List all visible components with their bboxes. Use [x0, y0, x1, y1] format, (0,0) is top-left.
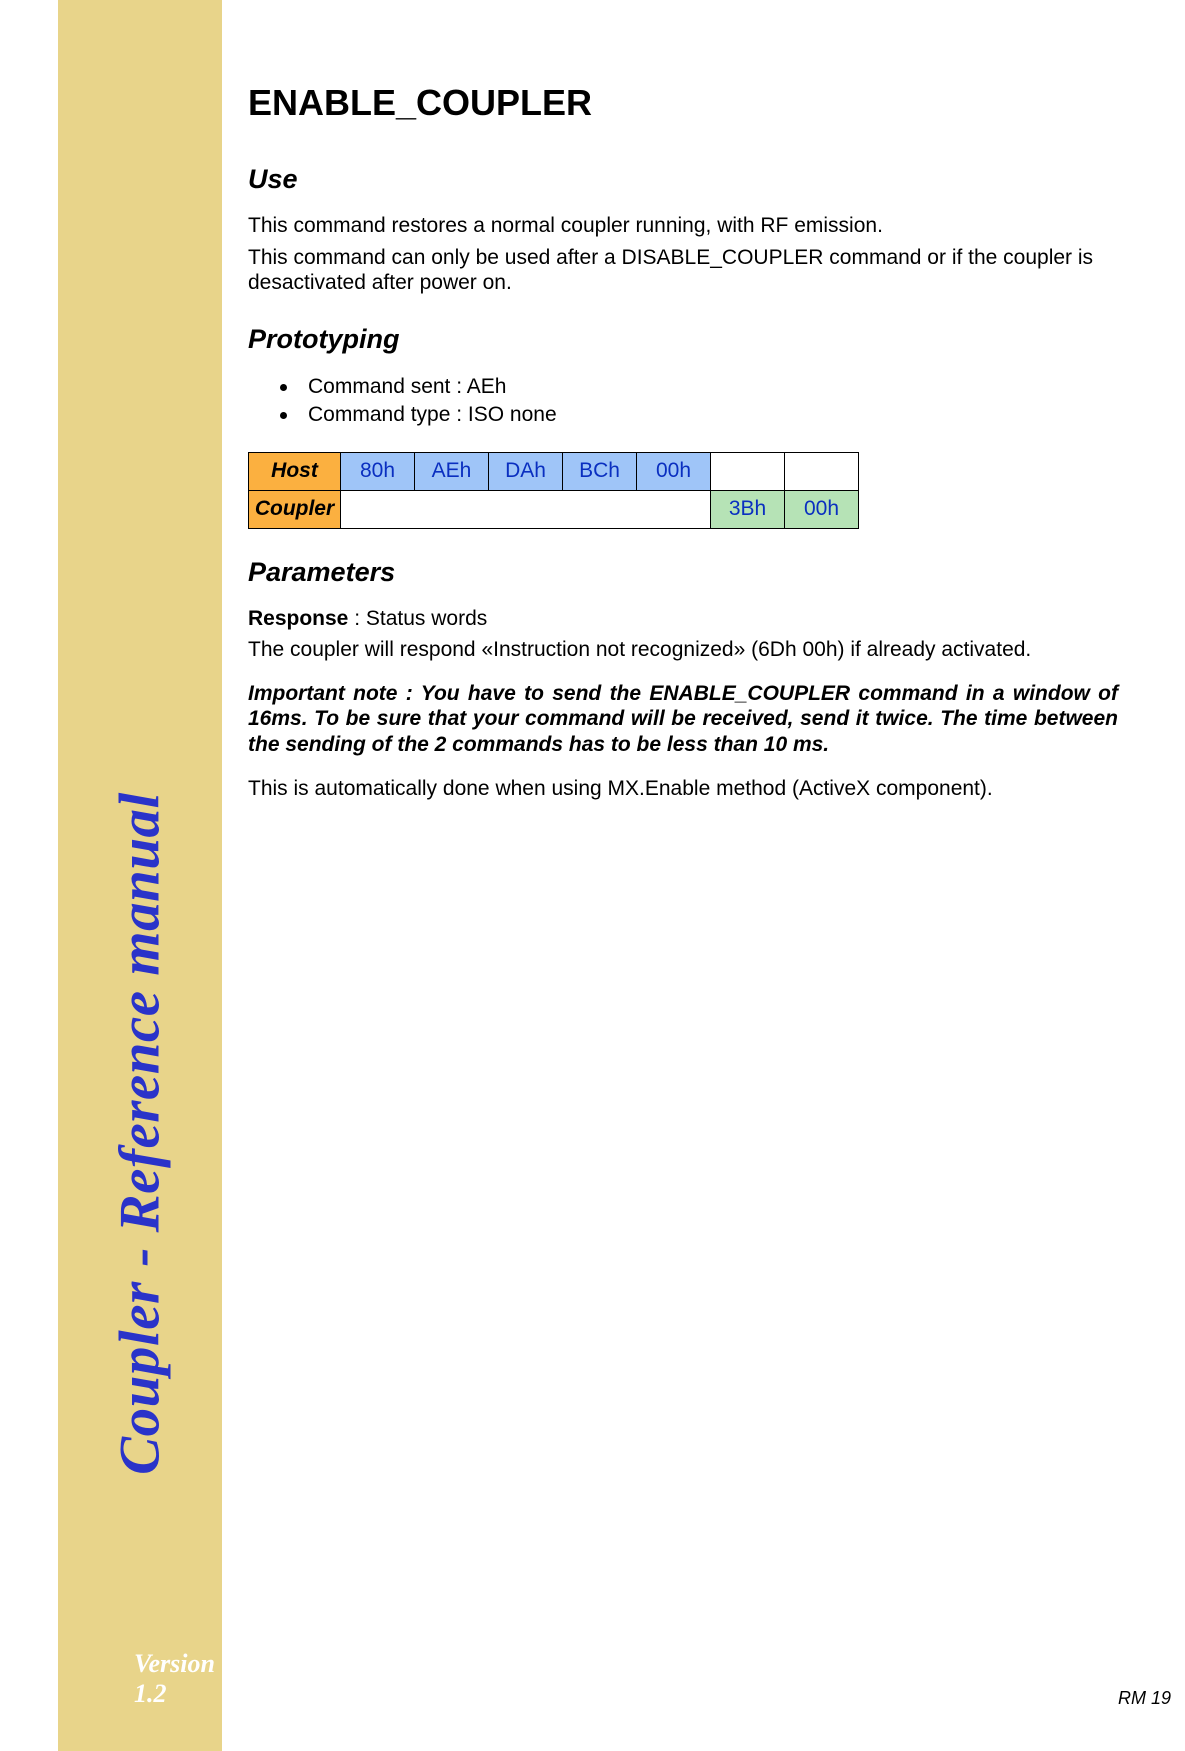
prototyping-table: Host 80h AEh DAh BCh 00h Coupler 3Bh 00h	[248, 452, 859, 529]
prototyping-bullets: Command sent : AEh Command type : ISO no…	[248, 373, 1118, 430]
table-row-coupler: Coupler 3Bh 00h	[249, 490, 859, 528]
bullet-command-type: Command type : ISO none	[294, 401, 1118, 429]
section-use-heading: Use	[248, 164, 1118, 195]
host-cell-0: 80h	[341, 452, 415, 490]
version-label: Version 1.2	[134, 1649, 222, 1709]
host-cell-2: DAh	[489, 452, 563, 490]
host-empty-1	[785, 452, 859, 490]
coupler-cell-0: 3Bh	[711, 490, 785, 528]
page-number: RM 19	[1118, 1688, 1171, 1709]
host-cell-3: BCh	[563, 452, 637, 490]
auto-line: This is automatically done when using MX…	[248, 776, 1118, 802]
response-line: Response : Status words	[248, 606, 1118, 632]
host-cell-1: AEh	[415, 452, 489, 490]
section-prototyping-heading: Prototyping	[248, 324, 1118, 355]
page-content: ENABLE_COUPLER Use This command restores…	[248, 82, 1118, 807]
section-parameters-heading: Parameters	[248, 557, 1118, 588]
bullet-command-sent: Command sent : AEh	[294, 373, 1118, 401]
sidebar-title: Coupler - Reference manual	[108, 792, 173, 1475]
response-rest: : Status words	[348, 607, 487, 630]
coupler-empty-merged	[341, 490, 711, 528]
row-label-coupler: Coupler	[249, 490, 341, 528]
table-row-host: Host 80h AEh DAh BCh 00h	[249, 452, 859, 490]
coupler-cell-1: 00h	[785, 490, 859, 528]
page-title: ENABLE_COUPLER	[248, 82, 1118, 124]
sidebar: Coupler - Reference manual Version 1.2	[58, 0, 222, 1751]
use-paragraph-2: This command can only be used after a DI…	[248, 245, 1118, 296]
host-empty-0	[711, 452, 785, 490]
important-note: Important note : You have to send the EN…	[248, 681, 1118, 758]
host-cell-4: 00h	[637, 452, 711, 490]
response-label: Response	[248, 607, 348, 630]
row-label-host: Host	[249, 452, 341, 490]
use-paragraph-1: This command restores a normal coupler r…	[248, 213, 1118, 239]
response-line-2: The coupler will respond «Instruction no…	[248, 637, 1118, 663]
